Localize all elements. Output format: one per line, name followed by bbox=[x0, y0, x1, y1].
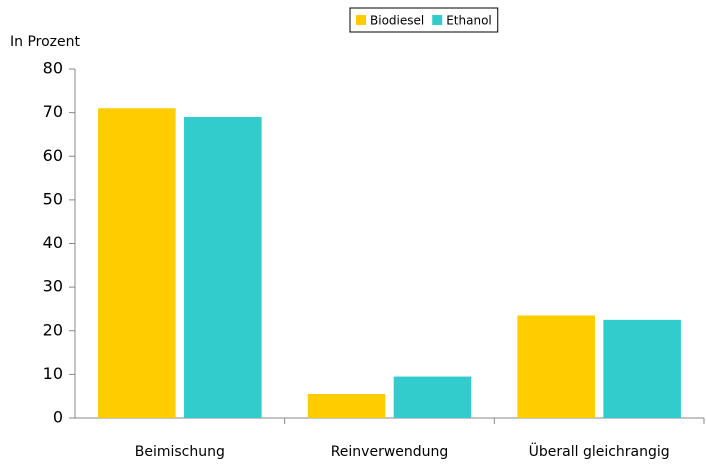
y-tick-label: 80 bbox=[43, 59, 63, 78]
legend-label: Ethanol bbox=[446, 14, 492, 28]
bar bbox=[393, 376, 472, 418]
x-tick-label: Überall gleichrangig bbox=[529, 442, 670, 460]
y-tick-label: 30 bbox=[43, 277, 63, 296]
y-tick-label: 40 bbox=[43, 233, 63, 252]
bar bbox=[307, 394, 386, 418]
legend-box bbox=[349, 7, 499, 33]
y-tick-label: 50 bbox=[43, 189, 63, 208]
y-tick-label: 60 bbox=[43, 146, 63, 165]
y-tick-label: 10 bbox=[43, 364, 63, 383]
y-axis-label: In Prozent bbox=[10, 34, 80, 50]
legend-swatch bbox=[356, 15, 366, 25]
y-tick-label: 20 bbox=[43, 320, 63, 339]
y-tick-label: 70 bbox=[43, 102, 63, 121]
y-tick-label: 0 bbox=[53, 408, 63, 427]
x-tick-label: Reinverwendung bbox=[331, 444, 449, 460]
bar bbox=[603, 319, 681, 418]
bar bbox=[517, 315, 595, 418]
bar bbox=[184, 116, 262, 419]
bar bbox=[98, 108, 176, 418]
x-tick-label: Beimischung bbox=[135, 444, 225, 460]
legend-label: Biodiesel bbox=[370, 14, 424, 28]
legend-swatch bbox=[432, 15, 443, 25]
